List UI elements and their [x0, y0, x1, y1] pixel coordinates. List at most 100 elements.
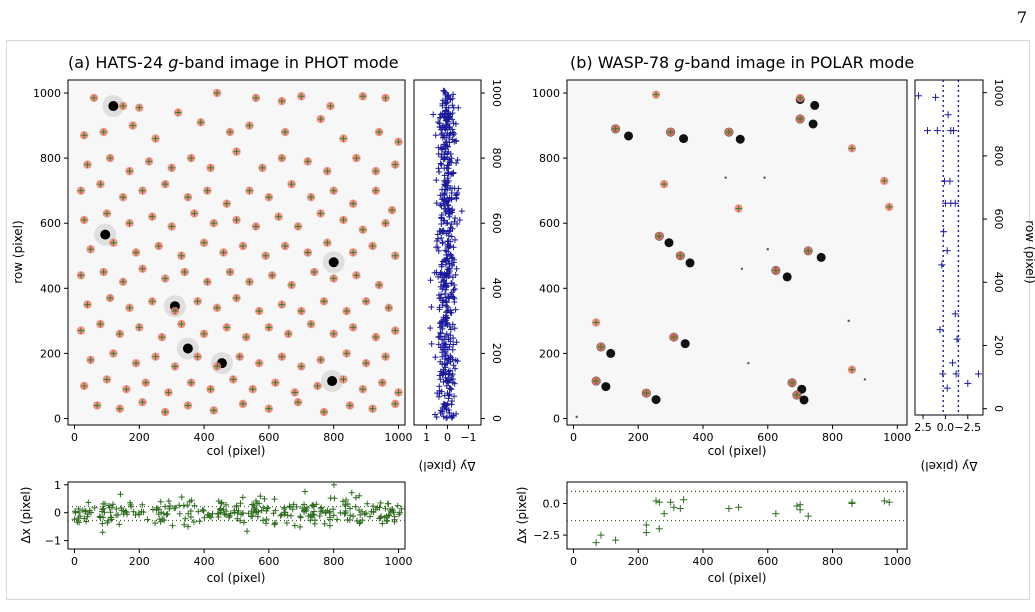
pair-star-e-8	[685, 258, 695, 268]
b-dy-ytick-label-1: 200	[992, 335, 1005, 356]
a-dy-ytick-label-4: 800	[490, 148, 503, 169]
b-img-ytick-label-4: 800	[539, 152, 560, 165]
panel-b-dx-xlabel: col (pixel)	[708, 571, 767, 585]
faint-star-1	[763, 176, 766, 179]
b-dy-xtick-label-0: 2.5	[914, 421, 932, 434]
a-dy-ytick-label-5: 1000	[490, 79, 503, 107]
b-dx-xtick-label-5: 1000	[883, 555, 911, 568]
page-number: 7	[1016, 8, 1027, 27]
b-dy-xtick-label-1: 0.0	[937, 421, 955, 434]
pair-star-e-10	[606, 348, 616, 358]
a-img-ytick-label-1: 200	[40, 347, 61, 360]
b-dy-ytick-label-3: 600	[992, 209, 1005, 230]
a-img-ytick-label-5: 1000	[33, 87, 61, 100]
b-img-xtick-label-3: 600	[757, 431, 778, 444]
pair-star-e-3	[816, 252, 826, 262]
faint-star-6	[863, 378, 867, 381]
b-img-xtick-label-1: 200	[628, 431, 649, 444]
a-dy-ytick-label-3: 600	[490, 213, 503, 234]
bright-star-2	[182, 343, 193, 354]
panel-a-dx-xlabel: col (pixel)	[207, 571, 266, 585]
a-dx-ytick-label-2: 1	[54, 479, 61, 492]
bright-star-4	[328, 257, 339, 268]
b-img-ytick-label-3: 600	[539, 217, 560, 230]
pair-star-e-14	[799, 395, 809, 405]
faint-star-3	[740, 267, 744, 270]
b-dx-xtick-label-1: 200	[628, 555, 649, 568]
pair-star-e-9	[782, 272, 792, 282]
panel-a-image-axes	[67, 79, 406, 426]
b-img-ytick-label-1: 200	[539, 347, 560, 360]
a-dy-ytick-label-2: 400	[490, 278, 503, 299]
a-img-ytick-label-3: 600	[40, 217, 61, 230]
a-dx-xtick-label-1: 200	[129, 555, 150, 568]
pair-star-e-12	[651, 395, 661, 405]
a-dx-xtick-label-3: 600	[258, 555, 279, 568]
pair-star-e-6	[808, 119, 818, 129]
pair-star-e-11	[601, 382, 611, 392]
pair-star-e-4	[680, 339, 690, 349]
b-dy-ytick-label-5: 1000	[992, 79, 1005, 107]
b-dx-xtick-label-3: 600	[757, 555, 778, 568]
pair-star-e-0	[624, 131, 634, 141]
bright-star-0	[108, 101, 119, 112]
panel-b-dx-axes	[566, 481, 908, 550]
a-dx-ytick-label-0: −1	[45, 535, 61, 548]
bright-star-1	[327, 376, 338, 387]
faint-star-0	[575, 415, 578, 419]
a-img-ytick-label-4: 800	[40, 152, 61, 165]
b-dx-ytick-label-0: 0.0	[543, 497, 561, 510]
panel-a-ylabel: row (pixel)	[11, 220, 25, 283]
a-img-xtick-label-1: 200	[129, 431, 150, 444]
b-dx-xtick-label-2: 400	[693, 555, 714, 568]
a-dy-xtick-label-1: 0	[444, 431, 451, 444]
b-img-ytick-label-5: 1000	[532, 87, 560, 100]
panel-a-dx-ylabel: Δx (pixel)	[19, 487, 33, 544]
pair-star-e-1	[679, 134, 689, 144]
b-img-xtick-label-4: 800	[822, 431, 843, 444]
faint-star-5	[724, 176, 727, 179]
a-img-ytick-label-2: 400	[40, 282, 61, 295]
a-img-xtick-label-0: 0	[71, 431, 78, 444]
a-dx-ytick-label-1: 0	[54, 507, 61, 520]
panel-b-dy-label: Δy (pixel)	[921, 459, 978, 473]
a-img-xtick-label-3: 600	[258, 431, 279, 444]
a-img-xtick-label-5: 1000	[385, 431, 413, 444]
b-img-xtick-label-2: 400	[693, 431, 714, 444]
panel-a-title: (a) HATS-24 g-band image in PHOT mode	[68, 53, 399, 72]
b-dy-ytick-label-0: 0	[992, 405, 1005, 412]
b-dy-ytick-label-4: 800	[992, 145, 1005, 166]
pair-star-e-2	[735, 134, 745, 144]
a-dy-xtick-label-2: −1	[460, 431, 476, 444]
a-img-xtick-label-4: 800	[323, 431, 344, 444]
a-dx-xtick-label-0: 0	[71, 555, 78, 568]
faint-star-7	[747, 361, 750, 365]
b-img-xtick-label-0: 0	[570, 431, 577, 444]
panel-a-xlabel: col (pixel)	[207, 444, 266, 458]
b-dy-ytick-label-2: 400	[992, 272, 1005, 293]
b-img-xtick-label-5: 1000	[883, 431, 911, 444]
b-dx-xtick-label-0: 0	[570, 555, 577, 568]
a-img-ytick-label-0: 0	[54, 412, 61, 425]
a-img-xtick-label-2: 400	[194, 431, 215, 444]
panel-b-ylabel-right: row (pixel)	[1023, 220, 1035, 283]
a-dx-xtick-label-5: 1000	[385, 555, 413, 568]
b-img-ytick-label-2: 400	[539, 282, 560, 295]
faint-star-2	[766, 248, 769, 251]
panel-a-dy-label: Δy (pixel)	[419, 459, 476, 473]
a-dx-xtick-label-4: 800	[323, 555, 344, 568]
b-dx-xtick-label-4: 800	[822, 555, 843, 568]
a-dy-ytick-label-1: 200	[490, 343, 503, 364]
faint-star-4	[847, 319, 850, 323]
panel-b-title: (b) WASP-78 g-band image in POLAR mode	[570, 53, 914, 72]
pair-star-e-5	[810, 100, 820, 110]
a-dy-xtick-label-0: 1	[423, 431, 430, 444]
pair-star-e-7	[664, 238, 674, 248]
b-img-ytick-label-0: 0	[553, 412, 560, 425]
b-dx-ytick-label-1: −2.5	[533, 529, 560, 542]
bright-star-3	[100, 229, 111, 240]
panel-b-xlabel: col (pixel)	[708, 444, 767, 458]
a-dx-xtick-label-2: 400	[194, 555, 215, 568]
panel-b-dy-axes	[914, 79, 984, 416]
